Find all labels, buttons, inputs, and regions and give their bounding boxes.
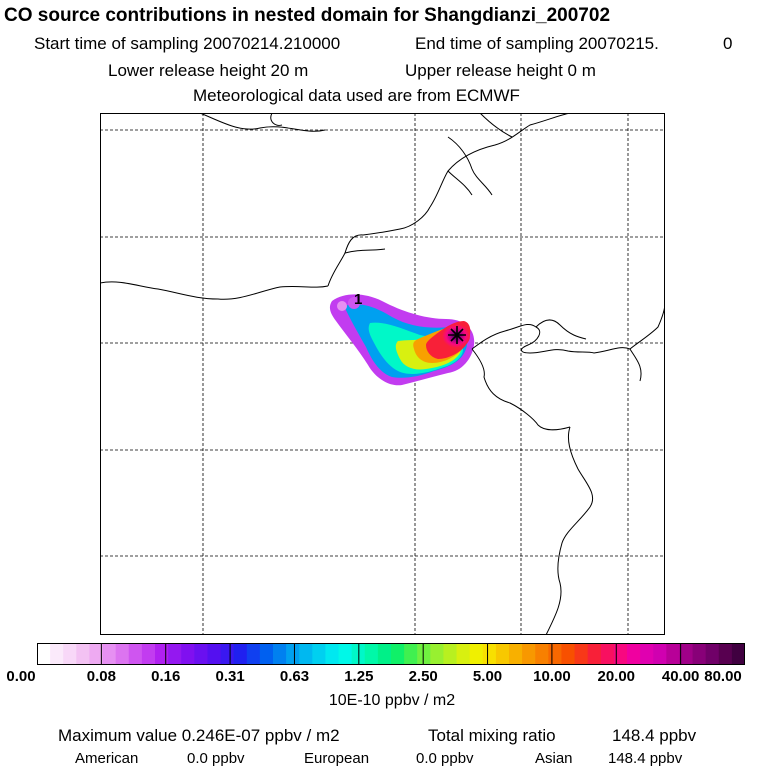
- color-bar-swatch: [115, 643, 130, 665]
- color-bar-swatch: [273, 643, 287, 665]
- color-bar-tick-label: 0.16: [151, 668, 181, 685]
- color-bar-swatch: [207, 643, 222, 665]
- color-bar-tick-label: 0.63: [279, 668, 310, 685]
- color-bar-swatch: [692, 643, 707, 665]
- color-bar-swatch: [679, 643, 694, 665]
- color-bar-swatch: [246, 643, 261, 665]
- color-bar-swatch: [509, 643, 523, 665]
- color-bar: [37, 643, 745, 665]
- color-bar-swatch: [233, 643, 248, 665]
- site-label: 1: [354, 291, 363, 308]
- color-bar-swatch: [338, 643, 353, 665]
- color-bar-tick-label: 2.50: [408, 668, 438, 685]
- color-bar-swatch: [50, 643, 64, 665]
- color-bar-tick-label: 1.25: [344, 668, 374, 685]
- asian-label: Asian: [535, 750, 573, 767]
- color-bar-tick-label: 80.00: [704, 668, 742, 685]
- color-bar-swatch: [561, 643, 576, 665]
- color-bar-swatch: [456, 643, 471, 665]
- color-bar-swatch: [128, 643, 143, 665]
- met-data-source: Meteorological data used are from ECMWF: [193, 86, 520, 105]
- color-bar-swatch: [666, 643, 681, 665]
- color-bar-tick-label: 10.00: [533, 668, 571, 685]
- color-bar-swatch: [63, 643, 77, 665]
- color-bar-swatch: [522, 643, 536, 665]
- color-bar-tick-label: 0.08: [86, 668, 116, 685]
- total-mixing-label: Total mixing ratio: [428, 726, 556, 745]
- color-bar-swatch: [76, 643, 91, 665]
- color-bar-swatch: [417, 643, 431, 665]
- lower-release-height: Lower release height 20 m: [108, 61, 309, 80]
- color-bar-tick-label: 5.00: [472, 668, 503, 685]
- color-bar-swatch: [548, 643, 563, 665]
- color-bar-swatch: [587, 643, 602, 665]
- color-bar-swatch: [194, 643, 209, 665]
- color-bar-swatch: [325, 643, 340, 665]
- color-bar-swatch: [469, 643, 484, 665]
- color-bar-swatch: [404, 643, 418, 665]
- plot-title: CO source contributions in nested domain…: [4, 5, 611, 26]
- color-bar-swatch: [102, 643, 117, 665]
- color-bar-swatch: [600, 643, 615, 665]
- asian-value: 148.4 ppbv: [608, 750, 683, 767]
- color-bar-swatch: [430, 643, 445, 665]
- color-bar-swatch: [37, 643, 51, 665]
- european-label: European: [304, 750, 370, 767]
- color-bar-tick-label: 0.00: [6, 668, 36, 685]
- color-bar-swatch: [535, 643, 549, 665]
- american-label: American: [75, 750, 139, 767]
- start-time: Start time of sampling 20070214.210000: [34, 34, 341, 53]
- co-plume: [329, 294, 475, 386]
- color-bar-swatch: [89, 643, 104, 665]
- coastlines: [100, 113, 665, 635]
- color-bar-swatch: [259, 643, 274, 665]
- color-bar-border: [37, 643, 745, 665]
- maximum-value: Maximum value 0.246E-07 ppbv / m2: [58, 726, 340, 745]
- color-bar-units: 10E-10 ppbv / m2: [328, 692, 456, 709]
- color-bar-tick-label: 40.00: [661, 668, 700, 685]
- color-bar-swatch: [627, 643, 641, 665]
- upper-release-height: Upper release height 0 m: [405, 61, 596, 80]
- color-bar-swatch: [299, 643, 313, 665]
- total-mixing-value: 148.4 ppbv: [612, 726, 697, 745]
- color-bar-swatch: [443, 643, 458, 665]
- end-time: End time of sampling 20070215.: [415, 34, 659, 53]
- color-bar-tick-label: 20.00: [597, 668, 636, 685]
- color-bar-swatch: [312, 643, 327, 665]
- color-bar-swatch: [718, 643, 733, 665]
- color-bar-swatch: [220, 643, 235, 665]
- color-bar-tick-label: 0.31: [215, 668, 245, 685]
- color-bar-swatch: [640, 643, 654, 665]
- color-bar-swatch: [286, 643, 300, 665]
- end-hour: 0: [723, 34, 733, 53]
- release-site-marker: [448, 326, 466, 344]
- color-bar-swatch: [482, 643, 497, 665]
- color-bar-swatch: [705, 643, 720, 665]
- color-bar-swatch: [155, 643, 169, 665]
- color-bar-swatch: [168, 643, 182, 665]
- color-bar-swatch: [377, 643, 392, 665]
- american-value: 0.0 ppbv: [187, 750, 245, 767]
- color-bar-swatch: [364, 643, 379, 665]
- color-bar-swatch: [495, 643, 510, 665]
- color-bar-swatch: [653, 643, 667, 665]
- color-bar-swatch: [391, 643, 405, 665]
- map-panel: [100, 113, 665, 635]
- color-bar-swatch: [181, 643, 195, 665]
- color-bar-swatch: [574, 643, 589, 665]
- color-bar-swatch: [613, 643, 628, 665]
- european-value: 0.0 ppbv: [416, 750, 474, 767]
- color-bar-swatch: [731, 643, 745, 665]
- color-bar-swatch: [141, 643, 156, 665]
